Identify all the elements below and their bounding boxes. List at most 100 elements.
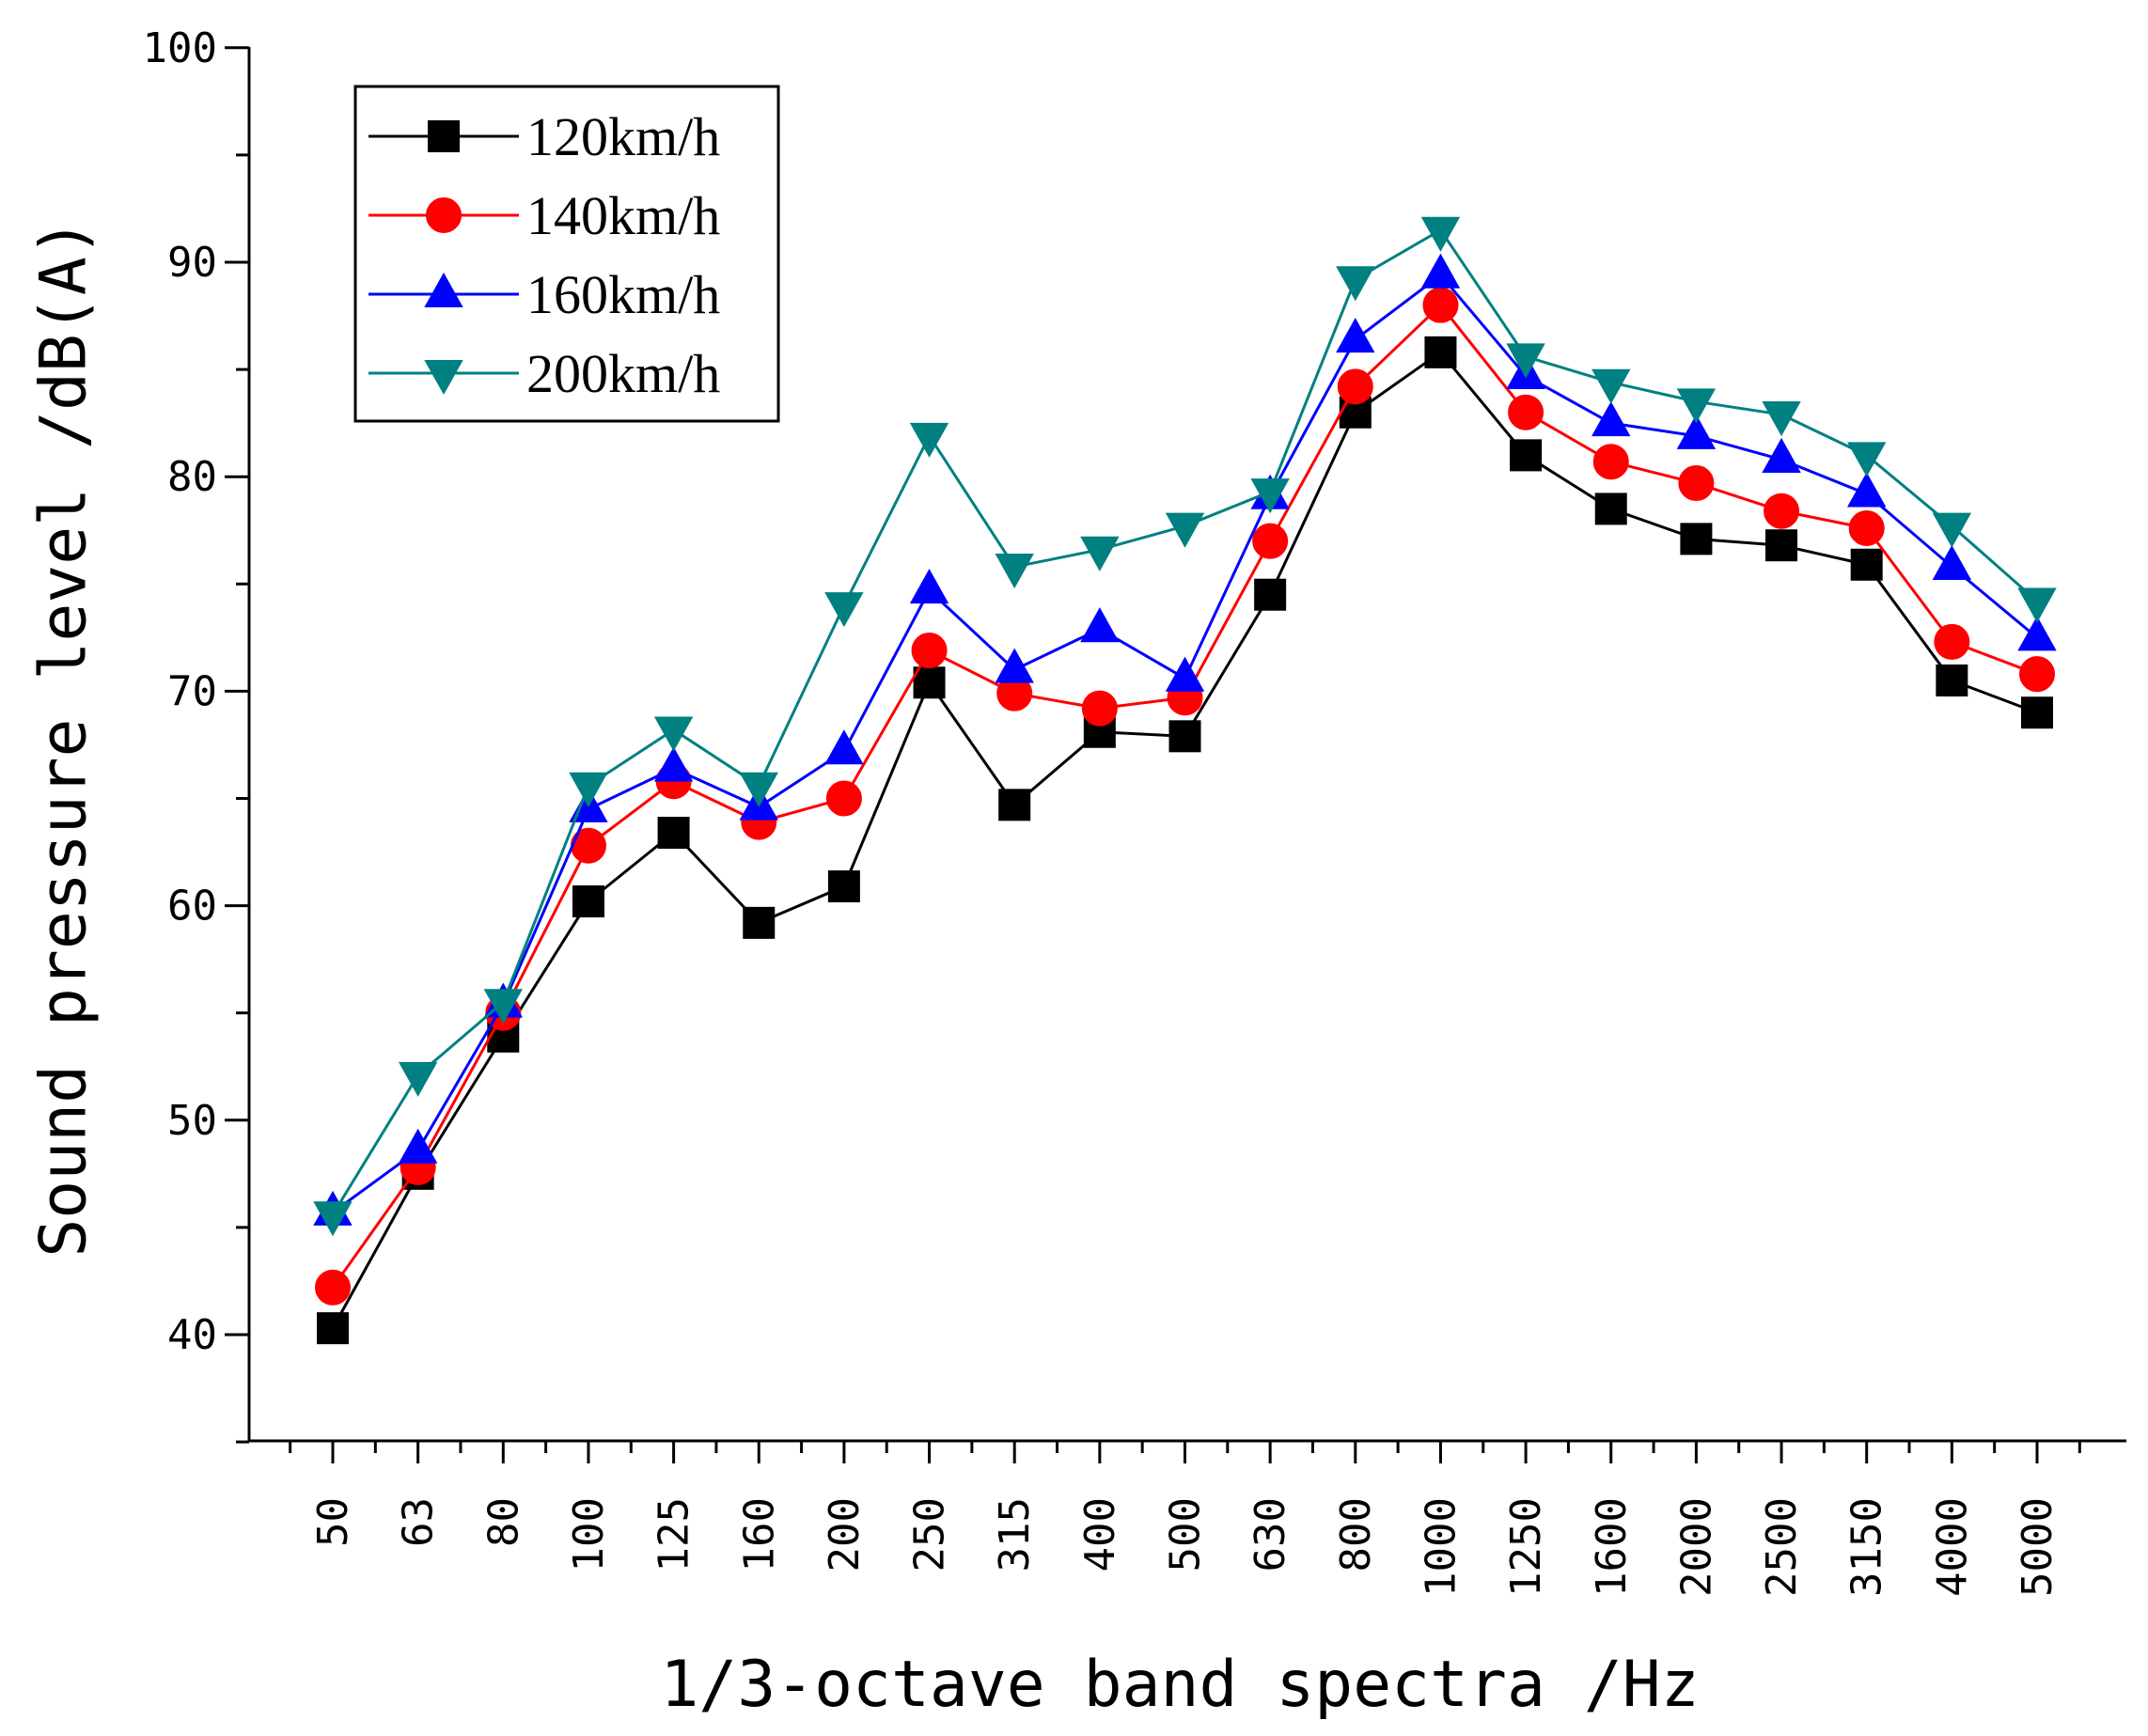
legend-label: 200km/h <box>526 343 720 404</box>
x-tick-label: 160 <box>735 1497 783 1572</box>
x-tick-label: 1250 <box>1502 1497 1550 1597</box>
x-tick-label: 315 <box>991 1497 1039 1572</box>
data-point <box>1762 401 1801 437</box>
data-point <box>995 648 1034 683</box>
y-tick-label: 50 <box>167 1097 217 1145</box>
data-point <box>1764 493 1800 529</box>
x-axis-title: 1/3-octave band spectra /Hz <box>660 1648 1699 1722</box>
data-point <box>1594 493 1627 525</box>
data-point <box>1510 439 1543 472</box>
axes: 40 50 60 70 80 90 100 50 63 80 100 125 160 200 250 315 4… <box>143 24 2126 1597</box>
data-point <box>909 569 949 604</box>
y-tick-label: 90 <box>167 239 217 287</box>
x-tick-label: 125 <box>651 1497 698 1572</box>
legend-marker <box>424 272 463 307</box>
x-tick-label: 4000 <box>1928 1497 1976 1597</box>
legend-entry: 140km/h <box>368 185 720 246</box>
x-tick-label: 50 <box>309 1497 357 1547</box>
data-point <box>1080 536 1120 571</box>
data-point <box>1337 368 1373 405</box>
legend-label: 120km/h <box>526 106 720 167</box>
data-point <box>1508 394 1544 430</box>
x-tick-label: 630 <box>1246 1497 1294 1572</box>
y-tick-label: 80 <box>167 453 217 501</box>
series-140km/h <box>315 287 2055 1306</box>
data-point <box>2021 696 2053 729</box>
data-point <box>1422 287 1459 323</box>
legend-marker <box>428 120 460 152</box>
x-tick-label: 1600 <box>1588 1497 1636 1597</box>
data-point <box>1765 529 1798 562</box>
legend-marker <box>426 197 462 233</box>
x-tick-label: 80 <box>479 1497 527 1547</box>
data-point <box>2017 616 2057 651</box>
data-point <box>825 780 862 817</box>
data-point <box>1336 266 1375 302</box>
legend-entry: 160km/h <box>368 264 720 325</box>
data-point <box>1676 414 1717 449</box>
data-point <box>398 1128 438 1164</box>
data-point <box>824 592 864 628</box>
data-point <box>315 1269 351 1306</box>
data-point <box>569 772 608 807</box>
data-point <box>1932 544 1972 581</box>
x-tick-label: 2000 <box>1672 1497 1720 1597</box>
data-point <box>909 422 949 458</box>
data-point <box>1850 548 1883 581</box>
data-point <box>1252 523 1289 559</box>
data-point <box>1592 444 1629 480</box>
data-point <box>1336 318 1375 353</box>
data-point <box>1680 523 1713 555</box>
data-point <box>1081 690 1118 727</box>
data-point <box>572 885 604 918</box>
legend-entry: 120km/h <box>368 106 720 167</box>
data-point <box>913 666 946 699</box>
y-axis-title: Sound pressure level /dB(A) <box>27 218 102 1257</box>
data-point <box>743 906 776 939</box>
legend-entry: 200km/h <box>368 343 720 404</box>
data-point <box>911 633 948 669</box>
y-tick-label: 100 <box>143 24 217 72</box>
data-point <box>1676 388 1717 424</box>
x-tick-label: 3150 <box>1843 1497 1891 1597</box>
legend-box <box>353 85 780 423</box>
data-point <box>827 870 860 903</box>
data-point <box>1762 437 1801 473</box>
x-tick-label: 5000 <box>2014 1497 2062 1597</box>
y-tick-label: 60 <box>167 883 217 931</box>
data-point <box>2019 656 2055 693</box>
data-point <box>1420 216 1461 252</box>
data-point <box>1934 623 1970 660</box>
data-point <box>1080 607 1120 643</box>
y-tick-label: 40 <box>167 1311 217 1359</box>
data-point <box>483 989 524 1024</box>
data-point <box>1846 472 1887 508</box>
legend-label: 160km/h <box>526 264 720 325</box>
x-tick-label: 2500 <box>1758 1497 1806 1597</box>
y-tick-label: 70 <box>167 667 217 715</box>
legend: 120km/h 140km/h 160km/h 200km/h <box>353 85 780 423</box>
x-tick-label: 200 <box>821 1497 869 1572</box>
x-tick-label: 500 <box>1162 1497 1210 1572</box>
data-point <box>1848 509 1885 546</box>
data-point <box>1250 478 1290 514</box>
x-tick-label: 100 <box>565 1497 613 1572</box>
data-point <box>313 1201 353 1237</box>
data-point <box>998 789 1031 821</box>
data-point <box>653 746 694 782</box>
series-200km/h <box>313 216 2057 1237</box>
data-point <box>1168 720 1201 753</box>
data-point <box>995 554 1034 589</box>
data-point <box>398 1061 438 1097</box>
x-tick-label: 400 <box>1076 1497 1124 1572</box>
data-point <box>1846 442 1887 477</box>
legend-label: 140km/h <box>526 185 720 246</box>
data-point <box>657 817 690 850</box>
legend-marker <box>424 360 463 396</box>
data-point <box>1678 465 1715 502</box>
data-point <box>824 729 864 765</box>
data-point <box>2017 587 2057 623</box>
data-point <box>1165 512 1205 548</box>
data-point <box>1591 368 1631 404</box>
x-tick-label: 63 <box>395 1497 443 1547</box>
